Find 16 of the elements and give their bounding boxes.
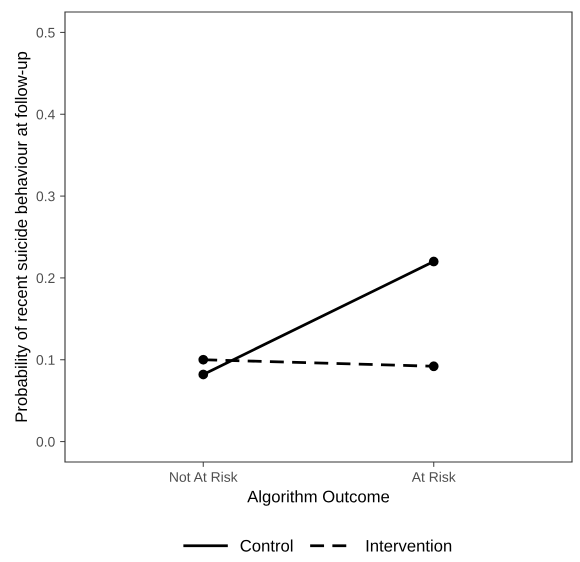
legend-label: Control	[240, 539, 292, 552]
legend-label: Intervention	[366, 539, 452, 552]
point	[428, 256, 439, 266]
y-tick-label: 0.0	[36, 436, 55, 447]
y-tick-label: 0.4	[36, 110, 55, 120]
y-axis-title: Probability of recent suicide behaviour at follow-up	[14, 52, 30, 422]
y-tick-label: 0.3	[36, 191, 55, 202]
point	[198, 354, 208, 365]
x-tick-label: At Risk	[412, 472, 456, 482]
y-tick-label: 0.2	[36, 273, 55, 284]
y-tick-label: 0.5	[36, 28, 55, 38]
x-tick-label: Not At Risk	[170, 472, 238, 482]
y-tick-label: 0.1	[36, 355, 55, 365]
point	[428, 361, 439, 372]
x-axis-title: Algorithm Outcome	[247, 490, 390, 506]
point	[198, 370, 208, 380]
